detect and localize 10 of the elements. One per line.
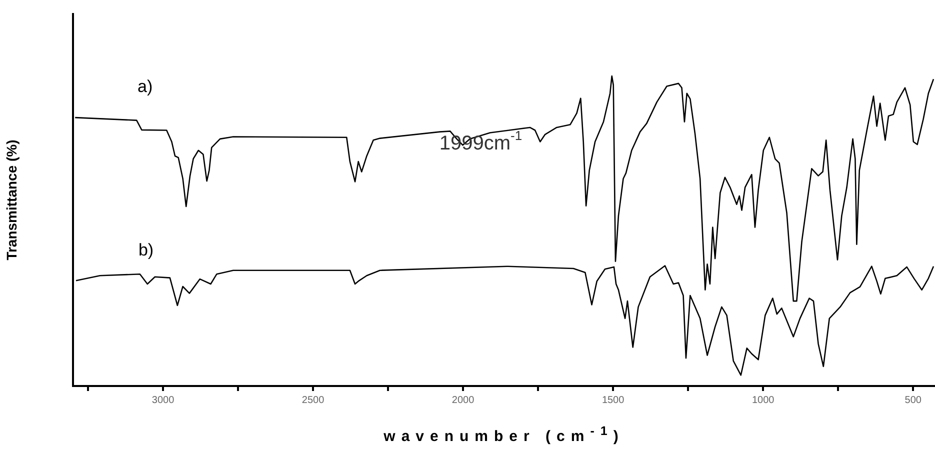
x-tick-label: 1500 (602, 394, 625, 406)
x-tick-label: 2000 (452, 394, 475, 406)
x-tick-label: 500 (904, 394, 922, 406)
x-axis-title: wavenumber (cm$^{-1}$) (382, 424, 626, 445)
x-tick-label: 1000 (752, 394, 775, 406)
series-label: a) (138, 77, 153, 96)
x-tick-label: 2500 (302, 394, 325, 406)
series-label: b) (138, 240, 154, 260)
x-tick-label: 3000 (152, 394, 175, 406)
y-axis-title: Transmittance (%) (3, 140, 20, 260)
